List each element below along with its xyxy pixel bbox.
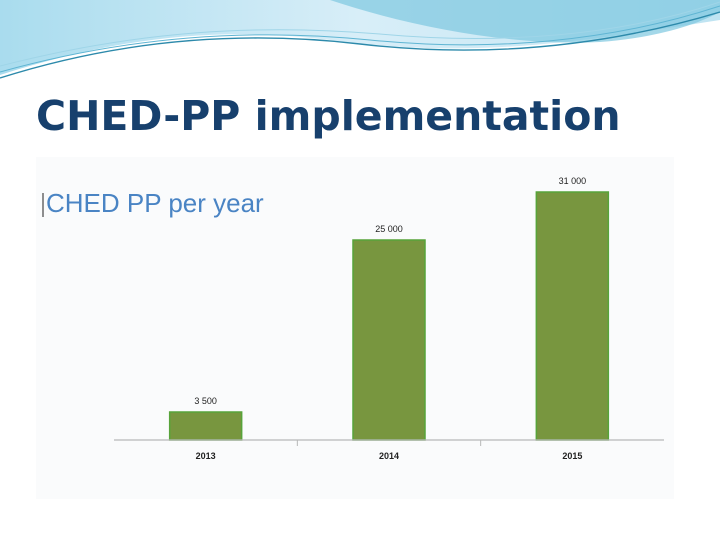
wave-line-1: [0, 11, 720, 79]
bar-2014: [352, 239, 426, 441]
chart-panel: CHED PP per year 3 500 25 000 31 000 2013 2…: [36, 157, 674, 499]
wave-line-2: [0, 5, 720, 73]
chart-title-group: CHED PP per year: [42, 188, 264, 218]
page-title: CHED-PP implementation: [36, 92, 621, 140]
wave-swoosh-bright: [330, 0, 720, 43]
data-label-2013: 3 500: [194, 396, 217, 406]
data-label-2014: 25 000: [375, 224, 403, 234]
data-label-2015: 31 000: [559, 176, 587, 186]
bar-2015: [535, 191, 610, 441]
x-tick-label-2014: 2014: [379, 451, 399, 461]
x-tick-label-2013: 2013: [196, 451, 216, 461]
header-wave-decoration: [0, 0, 720, 79]
chart-title: CHED PP per year: [46, 188, 264, 218]
bar-2013: [168, 411, 243, 441]
bars-group: 3 500 25 000 31 000: [168, 176, 610, 441]
x-ticks-group: 2013 2014 2015: [196, 440, 582, 461]
wave-line-3: [0, 1, 720, 67]
x-tick-label-2015: 2015: [562, 451, 582, 461]
